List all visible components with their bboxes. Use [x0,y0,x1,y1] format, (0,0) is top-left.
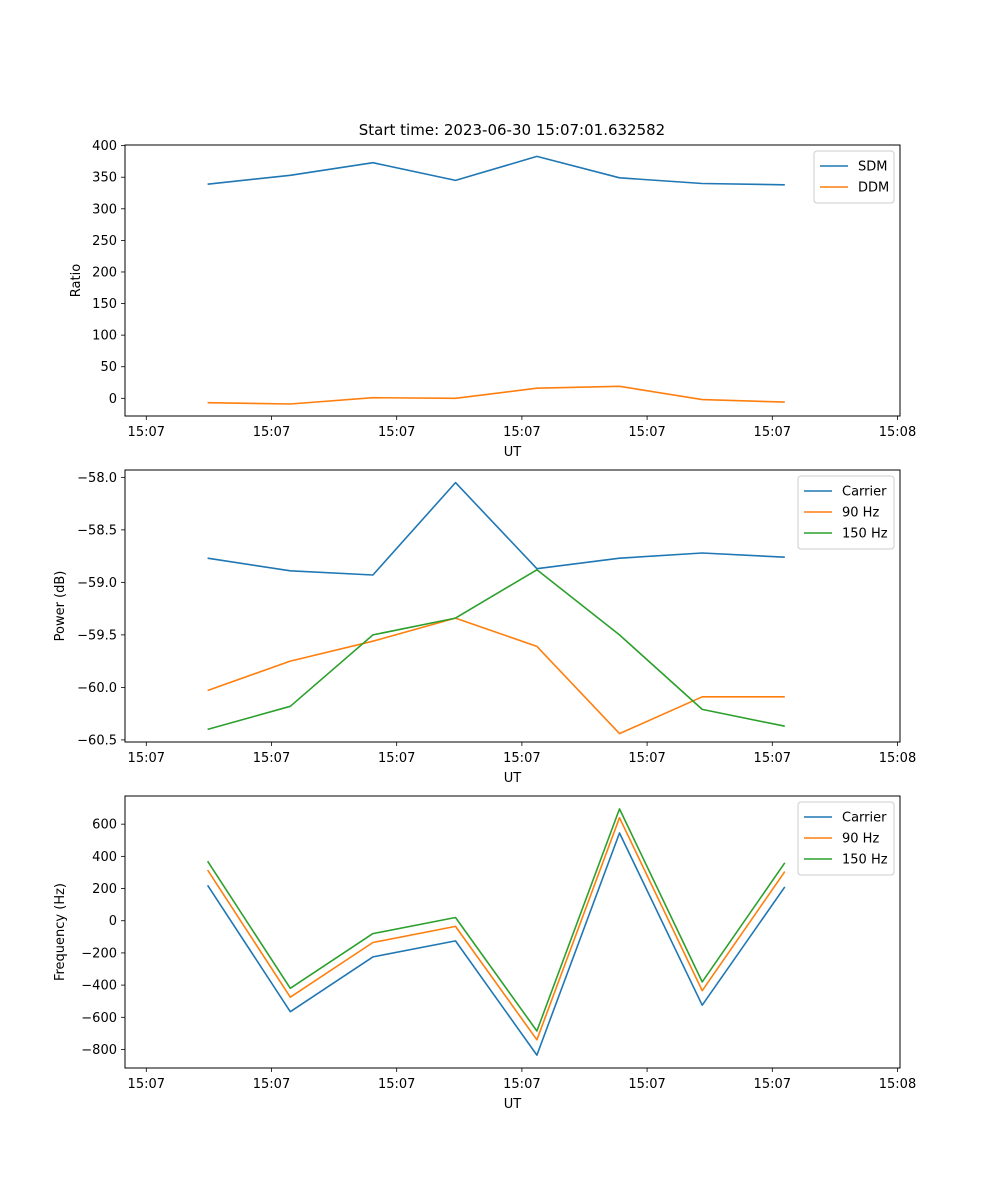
subplots: 15:07 15:07 15:07 15:07 15:07 15:07 15:08 0 50 10… [53,139,916,1112]
x-tick-label: 15:07 [128,425,165,440]
legend: SDM DDM [813,150,895,204]
series-line-90-hz [207,617,785,735]
y-tick-label: 250 [92,234,117,249]
x-tick-label: 15:08 [879,425,916,440]
legend-box [797,475,895,550]
x-tick-label: 15:07 [253,1077,290,1092]
y-tick-label: 0 [109,392,117,407]
series-line-sdm [207,155,785,186]
y-tick-label: −58.5 [77,523,117,538]
y-tick-label: 400 [92,139,117,154]
x-tick-label: 15:07 [503,425,540,440]
y-tick-label: −59.5 [77,628,117,643]
y-tick-label: 100 [92,329,117,344]
legend: Carrier 90 Hz 150 Hz [797,475,895,550]
y-tick-label: 0 [109,914,117,929]
y-tick-label: −600 [81,1011,117,1026]
x-axis-label: UT [504,771,522,786]
y-tick-label: −59.0 [77,576,117,591]
x-tick-label: 15:07 [128,751,165,766]
series-line-150-hz [207,568,785,731]
legend-label: SDM [858,160,887,175]
y-tick-label: 600 [92,818,117,833]
x-tick-label: 15:07 [378,425,415,440]
series-line-carrier [207,481,785,576]
y-axis-label: Power (dB) [53,571,68,642]
y-tick-label: 300 [92,202,117,217]
y-tick-label: 400 [92,850,117,865]
legend-label: 150 Hz [842,527,888,542]
y-axis-label: Ratio [69,264,84,297]
legend-label: Carrier [842,811,887,826]
subplot-3: 15:07 15:07 15:07 15:07 15:07 15:07 15:08 −800 −… [53,795,916,1112]
series-line-90-hz [206,816,786,1041]
legend-box [797,801,895,876]
x-tick-label: 15:08 [879,1077,916,1092]
series-line-150-hz [206,808,786,1032]
x-tick-label: 15:07 [503,1077,540,1092]
x-tick-label: 15:07 [253,425,290,440]
y-tick-label: 200 [92,265,117,280]
y-tick-label: −200 [81,946,117,961]
x-tick-label: 15:08 [879,751,916,766]
series-line-ddm [207,385,785,405]
x-axis-label: UT [504,1097,522,1112]
y-tick-label: −400 [81,979,117,994]
x-tick-label: 15:07 [628,751,665,766]
x-tick-label: 15:07 [628,425,665,440]
axes-frame [124,795,901,1069]
y-tick-label: −60.0 [77,681,117,696]
legend: Carrier 90 Hz 150 Hz [797,801,895,876]
subplot-2: 15:07 15:07 15:07 15:07 15:07 15:07 15:08 −60.5… [53,469,916,786]
y-tick-label: −60.5 [77,733,117,748]
legend-label: DDM [858,181,889,196]
x-tick-label: 15:07 [754,425,791,440]
x-tick-label: 15:07 [253,751,290,766]
y-tick-label: 50 [100,360,117,375]
y-tick-label: −800 [81,1043,117,1058]
y-axis-label: Frequency (Hz) [53,883,68,981]
y-tick-label: 150 [92,297,117,312]
axes-frame [124,144,901,417]
y-tick-label: 200 [92,882,117,897]
x-tick-label: 15:07 [503,751,540,766]
series-line-carrier [206,832,786,1056]
subplot-1: 15:07 15:07 15:07 15:07 15:07 15:07 15:08 0 50 10… [69,139,916,460]
legend-label: Carrier [842,485,887,500]
x-axis-label: UT [504,445,522,460]
axes-frame [124,469,901,743]
legend-label: 150 Hz [842,853,888,868]
y-tick-label: −58.0 [77,471,117,486]
figure-title: Start time: 2023-06-30 15:07:01.632582 [359,121,665,139]
x-tick-label: 15:07 [754,1077,791,1092]
x-tick-label: 15:07 [128,1077,165,1092]
legend-label: 90 Hz [842,832,879,847]
x-tick-label: 15:07 [628,1077,665,1092]
x-tick-label: 15:07 [378,1077,415,1092]
x-tick-label: 15:07 [378,751,415,766]
legend-box [813,150,895,204]
legend-label: 90 Hz [842,506,879,521]
y-tick-label: 350 [92,171,117,186]
x-tick-label: 15:07 [754,751,791,766]
